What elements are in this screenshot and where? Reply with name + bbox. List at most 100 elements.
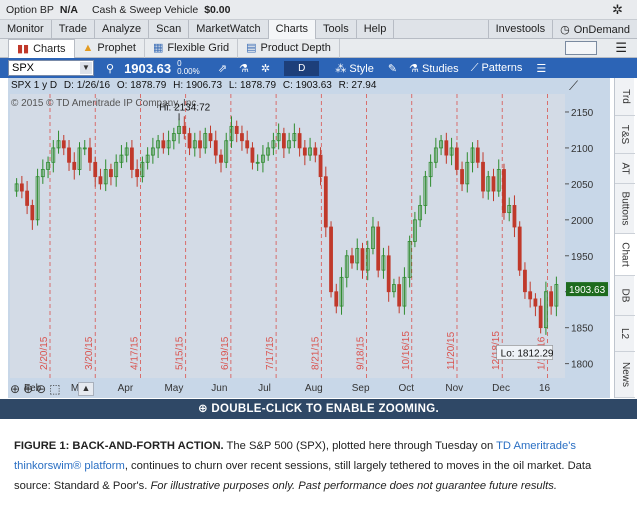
tab-marketwatch[interactable]: MarketWatch: [189, 19, 269, 39]
tab-trade[interactable]: Trade: [52, 19, 96, 39]
tab-scan[interactable]: Scan: [149, 19, 190, 39]
event-date-label: 4/17/15: [129, 336, 140, 370]
side-tab-at[interactable]: AT: [615, 154, 635, 184]
info-high: H: 1906.73: [173, 80, 223, 91]
side-tab-label: Chart: [619, 242, 631, 267]
zoom-box-icon[interactable]: ⬚: [49, 382, 61, 396]
warning-triangle-icon: ▲: [82, 42, 94, 54]
candle-body: [213, 140, 218, 156]
y-tick-label: 2100: [571, 144, 594, 155]
x-month-label: 16: [539, 383, 551, 394]
candle-body: [245, 140, 250, 149]
candle-body: [407, 240, 412, 278]
candle-body: [344, 255, 349, 278]
subtab-charts-label: Charts: [33, 42, 66, 55]
cash-label: Cash & Sweep Vehicle: [91, 3, 199, 16]
candle-body: [439, 140, 443, 149]
candle-body: [161, 140, 166, 149]
x-month-label: Oct: [399, 383, 415, 394]
symbol-input[interactable]: SPX ▼: [8, 60, 94, 76]
net-change-value: 0: [177, 59, 182, 68]
candle-body: [329, 226, 333, 293]
caption-link[interactable]: TD Ameritrade's thinkorswim® platform: [14, 440, 576, 472]
tab-monitor[interactable]: Monitor: [0, 19, 52, 39]
candle-body: [444, 140, 449, 156]
candle-body: [234, 125, 239, 134]
cash-value: $0.00: [204, 3, 231, 16]
candle-body: [302, 147, 307, 156]
gear-icon[interactable]: ✲: [260, 62, 271, 75]
candle-body: [292, 133, 297, 142]
studies-button[interactable]: ⚗ Studies: [409, 62, 459, 75]
candle-body: [308, 147, 312, 156]
side-tab-chart[interactable]: Chart: [615, 234, 635, 276]
side-tab-db[interactable]: DB: [615, 276, 635, 316]
layout-selector[interactable]: [565, 41, 597, 55]
chart-svg: 2/20/15 3/20/15 4/17/15 5/15/15 6/19/15 7/17/…: [10, 78, 609, 398]
candle-body: [355, 248, 360, 264]
caption-disclaimer: For illustrative purposes only. Past per…: [150, 480, 557, 492]
candle-body: [255, 161, 260, 164]
net-change: 0 0.00%: [177, 60, 200, 76]
caption-text-1: The S&P 500 (SPX), plotted here through …: [223, 440, 497, 452]
candle-body: [507, 205, 512, 214]
patterns-icon: ⟋: [470, 61, 479, 74]
clock-icon: ◷: [560, 23, 570, 36]
candle-body: [19, 183, 24, 192]
side-tab-l2[interactable]: L2: [615, 316, 635, 352]
candle-body: [25, 190, 30, 206]
side-tab-buttons[interactable]: Buttons: [615, 184, 635, 234]
tab-analyze[interactable]: Analyze: [95, 19, 150, 39]
subtab-prophet[interactable]: ▲ Prophet: [75, 38, 145, 58]
zoom-hint-bar[interactable]: ⊕ DOUBLE-CLICK TO ENABLE ZOOMING.: [0, 399, 637, 419]
info-open: O: 1878.79: [116, 80, 167, 91]
patterns-button[interactable]: ⟋ Patterns: [471, 62, 523, 75]
candle-body: [145, 154, 150, 163]
side-tab-t-s[interactable]: T&S: [615, 116, 635, 154]
tab-help[interactable]: Help: [357, 19, 395, 39]
subtab-charts[interactable]: ▮▮ Charts: [8, 38, 75, 58]
nav-ondemand-label: OnDemand: [573, 23, 630, 36]
toolbar-menu-icon[interactable]: ☰: [536, 62, 547, 75]
zoom-in-icon[interactable]: ⊕: [23, 382, 34, 396]
x-month-label: Jun: [211, 383, 227, 394]
candle-body: [198, 140, 202, 149]
candle-body: [423, 176, 428, 206]
settings-gear-icon[interactable]: ✲: [612, 2, 623, 17]
side-tab-label: DB: [619, 288, 631, 303]
drawing-pencil-icon[interactable]: ✎: [387, 62, 398, 75]
low-label: Lo: 1812.29: [501, 348, 554, 359]
candle-body: [140, 161, 145, 178]
symbol-value: SPX: [12, 62, 35, 74]
flask-icon[interactable]: ⚗: [238, 62, 249, 75]
zoom-out-icon[interactable]: ⊖: [36, 382, 47, 396]
candle-body: [124, 147, 129, 156]
link-icon[interactable]: ⚲: [106, 62, 115, 75]
x-month-label: Nov: [445, 383, 463, 394]
aggregation-selector[interactable]: D: [284, 60, 320, 76]
candle-body: [334, 291, 339, 307]
side-tab-label: Buttons: [619, 191, 631, 226]
candle-body: [454, 147, 459, 170]
candle-body: [192, 140, 197, 149]
candle-body: [203, 133, 208, 149]
pan-icon[interactable]: ⊕: [10, 382, 21, 396]
info-close: C: 1903.63: [282, 80, 332, 91]
chevron-down-icon[interactable]: ▼: [80, 62, 92, 74]
nav-investools[interactable]: Investools: [487, 20, 553, 39]
candle-body: [549, 291, 554, 307]
chart-info-bar: SPX 1 y D D: 1/26/16 O: 1878.79 H: 1906.…: [8, 78, 610, 94]
style-button[interactable]: ⁂ Style: [335, 62, 374, 75]
side-tab-news[interactable]: News: [615, 352, 635, 398]
scroll-home-icon[interactable]: ▲: [77, 382, 95, 396]
tab-tools[interactable]: Tools: [316, 19, 357, 39]
tab-charts[interactable]: Charts: [268, 19, 317, 39]
menu-icon[interactable]: ☰: [615, 40, 627, 55]
candle-body: [428, 161, 433, 178]
subtab-product-depth[interactable]: ▤ Product Depth: [238, 38, 340, 58]
subtab-flexible-grid[interactable]: ▦ Flexible Grid: [145, 38, 239, 58]
side-tab-trd[interactable]: Trd: [615, 78, 635, 116]
nav-ondemand[interactable]: ◷ OnDemand: [552, 20, 637, 39]
style-label: Style: [349, 62, 374, 75]
share-icon[interactable]: ⇗: [217, 62, 227, 75]
